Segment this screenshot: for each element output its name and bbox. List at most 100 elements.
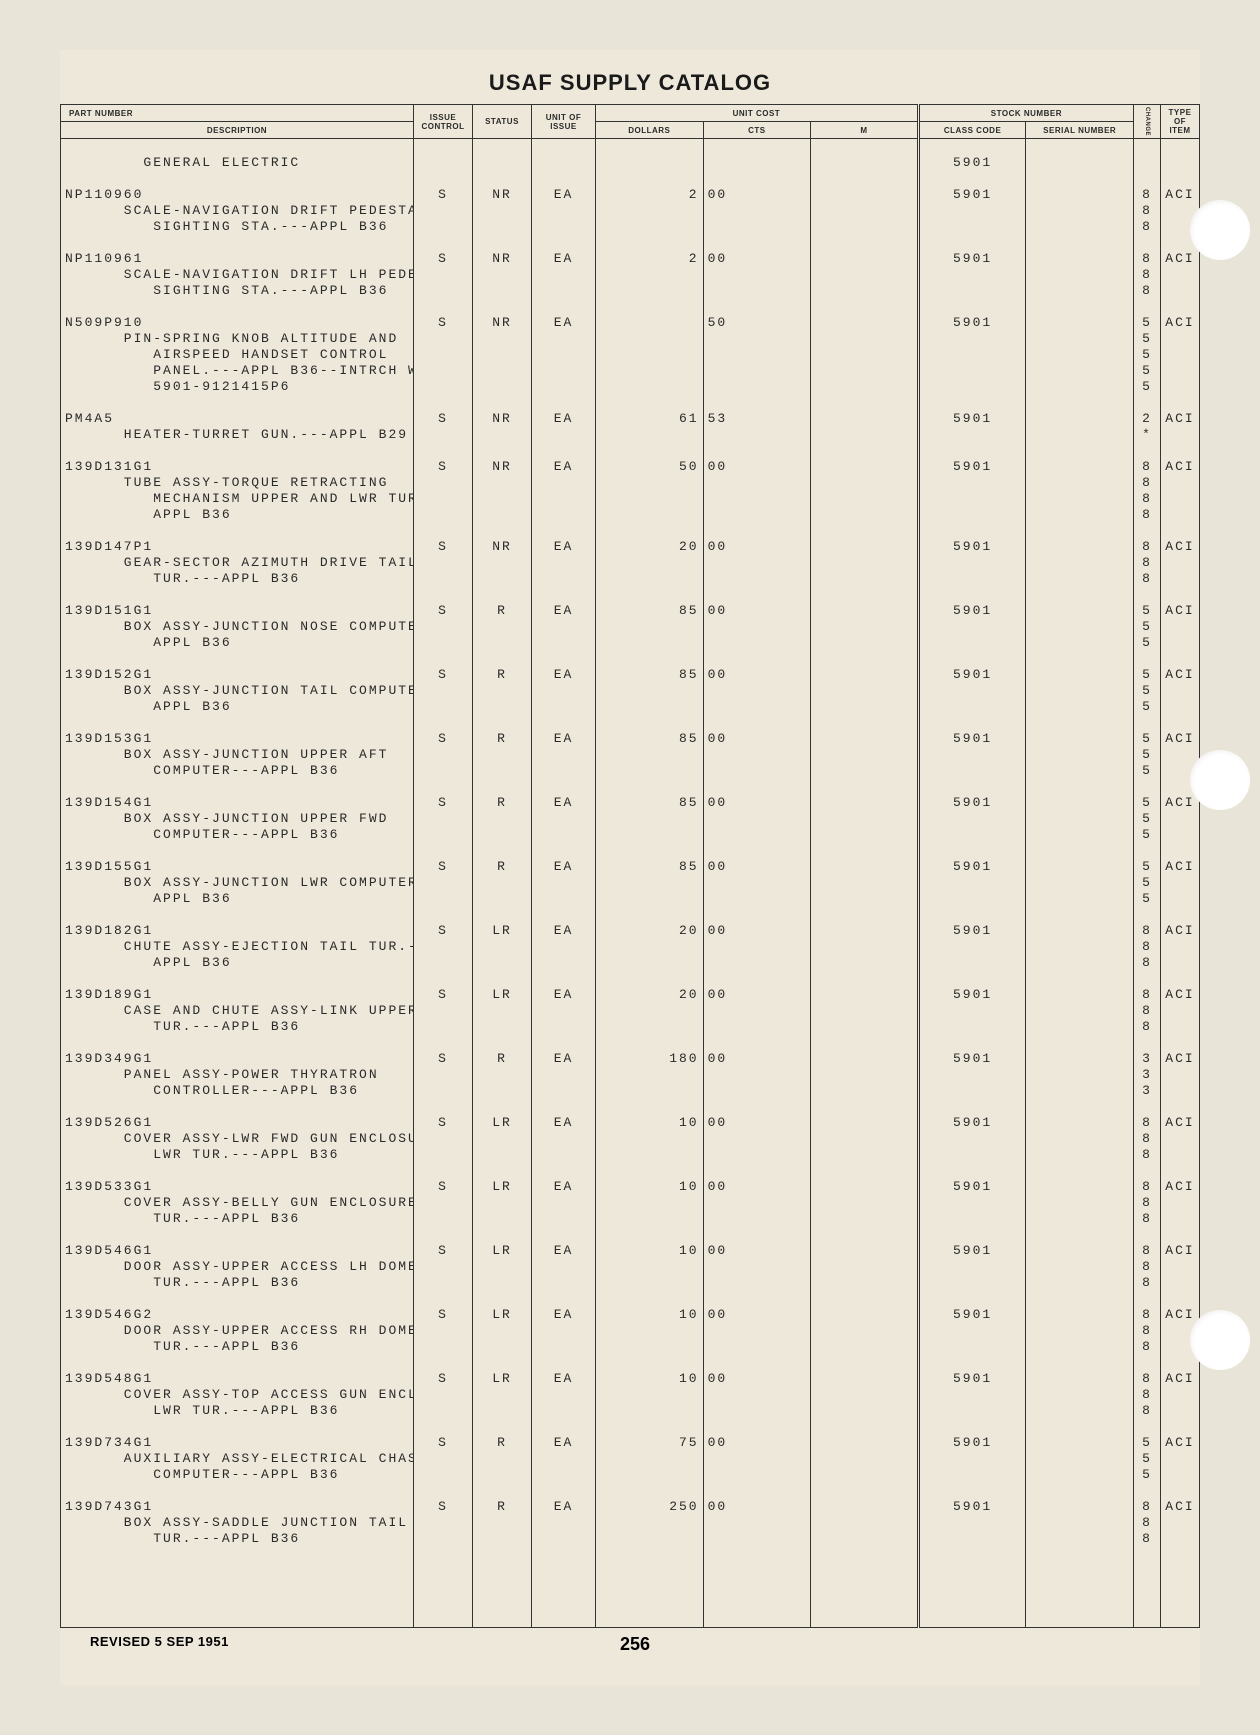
cell-part bbox=[61, 139, 414, 156]
cell-chg bbox=[1134, 235, 1161, 251]
cell-type: ACI bbox=[1161, 315, 1200, 331]
cell-uoi bbox=[532, 587, 596, 603]
cell-m bbox=[811, 1003, 919, 1019]
cell-cts bbox=[703, 827, 811, 843]
cell-dollars bbox=[596, 1595, 704, 1611]
cell-m bbox=[811, 443, 919, 459]
table-row bbox=[61, 779, 1200, 795]
cell-uoi bbox=[532, 571, 596, 587]
cell-serial bbox=[1026, 1307, 1134, 1323]
cell-uoi bbox=[532, 939, 596, 955]
cell-cts bbox=[703, 891, 811, 907]
cell-status bbox=[473, 379, 532, 395]
cell-issue bbox=[414, 1451, 473, 1467]
cell-type bbox=[1161, 347, 1200, 363]
cell-m bbox=[811, 859, 919, 875]
cell-class: 5901 bbox=[918, 459, 1026, 475]
cell-status bbox=[473, 1099, 532, 1115]
cell-part: SIGHTING STA.---APPL B36 bbox=[61, 219, 414, 235]
table-row: BOX ASSY-JUNCTION TAIL COMPUTER---5 bbox=[61, 683, 1200, 699]
cell-status bbox=[473, 1531, 532, 1547]
cell-uoi bbox=[532, 1259, 596, 1275]
table-row: 139D189G1SLREA200059018ACI bbox=[61, 987, 1200, 1003]
cell-serial bbox=[1026, 1323, 1134, 1339]
table-row: TUR.---APPL B368 bbox=[61, 1531, 1200, 1547]
cell-chg: 2 bbox=[1134, 411, 1161, 427]
cell-uoi bbox=[532, 379, 596, 395]
table-row: 139D734G1SREA750059015ACI bbox=[61, 1435, 1200, 1451]
cell-part: 139D182G1 bbox=[61, 923, 414, 939]
cell-issue bbox=[414, 427, 473, 443]
cell-dollars bbox=[596, 651, 704, 667]
cell-chg: 5 bbox=[1134, 619, 1161, 635]
cell-uoi bbox=[532, 1131, 596, 1147]
table-row: TUR.---APPL B368 bbox=[61, 571, 1200, 587]
cell-issue bbox=[414, 1195, 473, 1211]
cell-uoi bbox=[532, 1227, 596, 1243]
cell-class bbox=[918, 491, 1026, 507]
cell-dollars bbox=[596, 1211, 704, 1227]
cell-cts bbox=[703, 379, 811, 395]
cell-part: 139D153G1 bbox=[61, 731, 414, 747]
cell-dollars bbox=[596, 1387, 704, 1403]
cell-type bbox=[1161, 1131, 1200, 1147]
cell-type bbox=[1161, 715, 1200, 731]
cell-chg bbox=[1134, 523, 1161, 539]
cell-serial bbox=[1026, 1259, 1134, 1275]
cell-dollars bbox=[596, 219, 704, 235]
cell-status bbox=[473, 1339, 532, 1355]
cell-m bbox=[811, 1611, 919, 1628]
cell-issue bbox=[414, 1387, 473, 1403]
cell-status bbox=[473, 1547, 532, 1563]
cell-dollars bbox=[596, 1291, 704, 1307]
cell-m bbox=[811, 1035, 919, 1051]
cell-cts bbox=[703, 875, 811, 891]
cell-chg: 5 bbox=[1134, 315, 1161, 331]
cell-part: 139D155G1 bbox=[61, 859, 414, 875]
cell-class bbox=[918, 219, 1026, 235]
cell-class bbox=[918, 1195, 1026, 1211]
cell-chg: 8 bbox=[1134, 555, 1161, 571]
cell-type: ACI bbox=[1161, 411, 1200, 427]
cell-part bbox=[61, 1355, 414, 1371]
cell-status: LR bbox=[473, 1243, 532, 1259]
cell-chg: 8 bbox=[1134, 1531, 1161, 1547]
cell-serial bbox=[1026, 379, 1134, 395]
table-row: SIGHTING STA.---APPL B368 bbox=[61, 283, 1200, 299]
cell-serial bbox=[1026, 635, 1134, 651]
cell-class bbox=[918, 235, 1026, 251]
cell-type bbox=[1161, 955, 1200, 971]
cell-serial bbox=[1026, 1547, 1134, 1563]
table-row: BOX ASSY-JUNCTION UPPER FWD5 bbox=[61, 811, 1200, 827]
cell-chg: 8 bbox=[1134, 539, 1161, 555]
cell-dollars bbox=[596, 1259, 704, 1275]
table-row: CHUTE ASSY-EJECTION TAIL TUR.---8 bbox=[61, 939, 1200, 955]
cell-m bbox=[811, 1291, 919, 1307]
cell-serial bbox=[1026, 235, 1134, 251]
cell-serial bbox=[1026, 331, 1134, 347]
cell-part: APPL B36 bbox=[61, 507, 414, 523]
cell-dollars bbox=[596, 635, 704, 651]
cell-issue bbox=[414, 475, 473, 491]
cell-status bbox=[473, 1419, 532, 1435]
cell-status: LR bbox=[473, 1371, 532, 1387]
cell-issue bbox=[414, 619, 473, 635]
table-row bbox=[61, 1291, 1200, 1307]
cell-dollars bbox=[596, 283, 704, 299]
cell-serial bbox=[1026, 219, 1134, 235]
cell-status bbox=[473, 219, 532, 235]
cell-issue bbox=[414, 587, 473, 603]
cell-uoi bbox=[532, 1035, 596, 1051]
cell-m bbox=[811, 1067, 919, 1083]
cell-class: 5901 bbox=[918, 411, 1026, 427]
cell-uoi bbox=[532, 443, 596, 459]
cell-cts bbox=[703, 1339, 811, 1355]
cell-dollars bbox=[596, 971, 704, 987]
cell-m bbox=[811, 587, 919, 603]
cell-m bbox=[811, 635, 919, 651]
cell-uoi bbox=[532, 331, 596, 347]
cell-dollars bbox=[596, 395, 704, 411]
cell-serial bbox=[1026, 1115, 1134, 1131]
cell-part: 139D533G1 bbox=[61, 1179, 414, 1195]
cell-dollars bbox=[596, 1531, 704, 1547]
